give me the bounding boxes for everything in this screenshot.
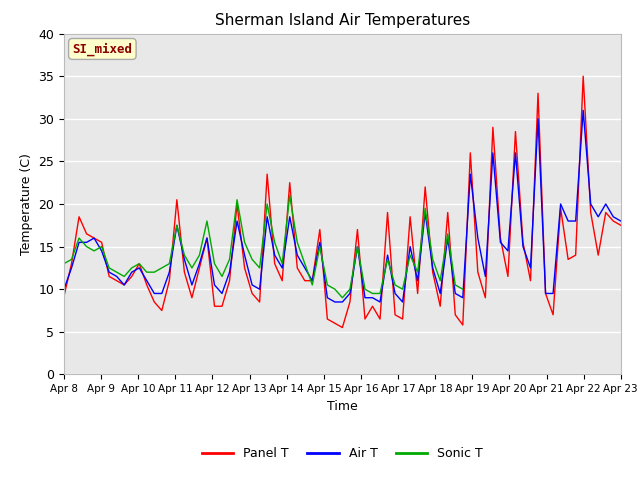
Panel T	[106, 274, 113, 279]
Panel T	[511, 129, 519, 134]
Air T	[564, 218, 572, 224]
Sonic T	[60, 261, 68, 266]
Panel T	[504, 274, 512, 279]
Air T	[489, 150, 497, 156]
Panel T	[60, 293, 68, 299]
Panel T	[579, 73, 587, 79]
Panel T	[339, 324, 346, 330]
Panel T	[527, 278, 534, 284]
Air T	[60, 286, 68, 292]
Air T	[511, 150, 519, 156]
Line: Sonic T: Sonic T	[64, 195, 463, 298]
Line: Panel T: Panel T	[64, 76, 621, 327]
Y-axis label: Temperature (C): Temperature (C)	[20, 153, 33, 255]
Line: Air T: Air T	[64, 110, 621, 302]
Air T	[579, 108, 587, 113]
Panel T	[489, 124, 497, 130]
Air T	[331, 299, 339, 305]
Air T	[106, 269, 113, 275]
Legend: Panel T, Air T, Sonic T: Panel T, Air T, Sonic T	[196, 442, 488, 465]
Sonic T	[106, 265, 113, 271]
Title: Sherman Island Air Temperatures: Sherman Island Air Temperatures	[215, 13, 470, 28]
Air T	[504, 248, 512, 254]
Text: SI_mixed: SI_mixed	[72, 42, 132, 56]
Panel T	[564, 256, 572, 262]
X-axis label: Time: Time	[327, 400, 358, 413]
Air T	[617, 218, 625, 224]
Panel T	[617, 222, 625, 228]
Air T	[527, 265, 534, 271]
